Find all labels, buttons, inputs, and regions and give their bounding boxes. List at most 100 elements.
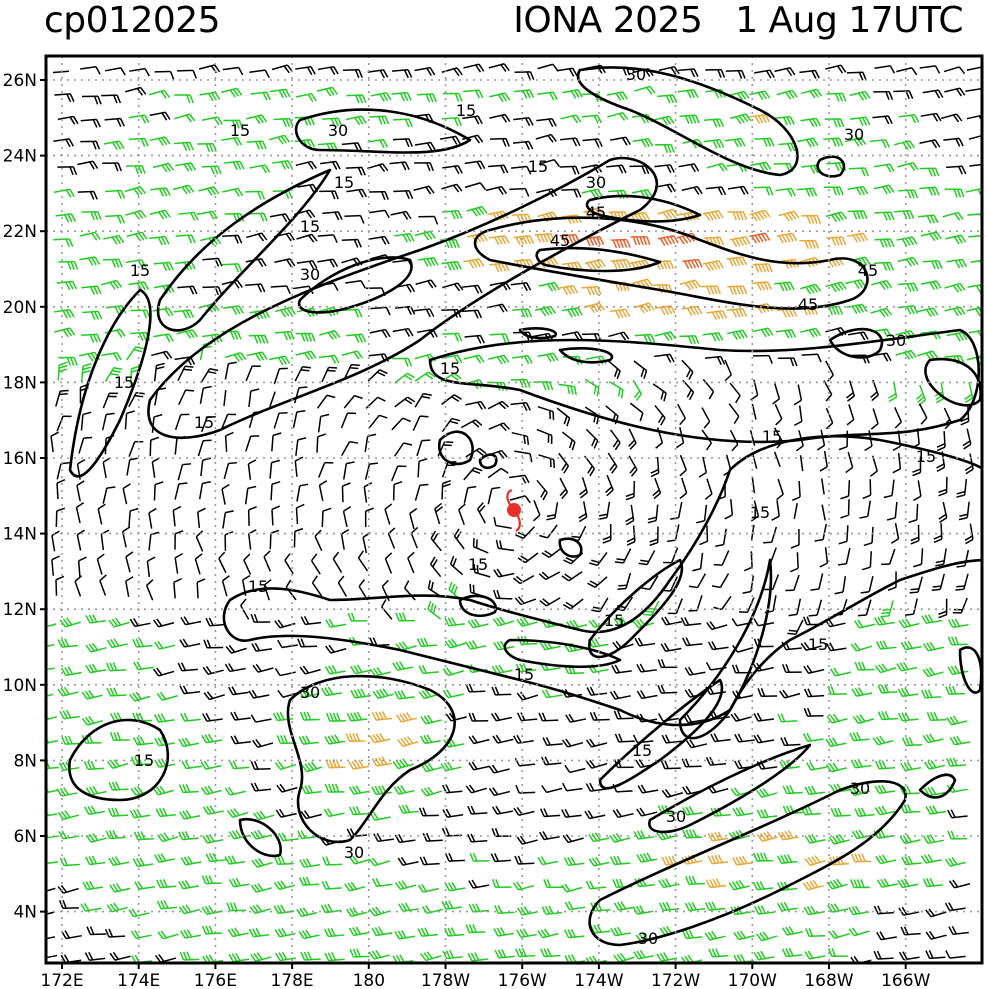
wind-barb [632, 379, 643, 402]
wind-barb [269, 459, 280, 479]
wind-barb [510, 165, 532, 175]
wind-barb [679, 335, 700, 345]
wind-barb [128, 391, 145, 408]
wind-barb [515, 662, 537, 673]
wind-barb [869, 139, 891, 149]
wind-barb [850, 879, 870, 889]
contour-label: 45 [586, 203, 606, 222]
wind-barb [269, 213, 291, 223]
wind-barb [55, 389, 69, 407]
wind-barb [886, 501, 898, 521]
wind-barb [970, 259, 982, 267]
wind-barb [277, 639, 298, 649]
wind-barb [775, 328, 797, 339]
wind-barb [100, 279, 123, 290]
wind-barb [584, 258, 606, 271]
contour-label: 30 [344, 843, 364, 862]
wind-barb [103, 234, 125, 245]
wind-barb [562, 307, 583, 318]
wind-barb [840, 499, 850, 519]
wind-barb [392, 138, 414, 148]
wind-barb [541, 784, 563, 794]
wind-barb [893, 90, 914, 100]
wind-barb [538, 454, 555, 469]
wind-barb [494, 904, 515, 915]
wind-barb [785, 574, 800, 592]
wind-barb [55, 575, 65, 596]
wind-barb [372, 878, 393, 888]
wind-barb [790, 528, 800, 549]
wind-barb [681, 758, 702, 768]
wind-barb [771, 500, 780, 521]
wind-barb [82, 310, 103, 320]
wind-barb [249, 164, 271, 174]
wind-barb [346, 188, 368, 198]
wind-barb [311, 575, 323, 597]
wind-barb [956, 479, 968, 498]
wind-barb [250, 613, 271, 623]
contour-label: 15 [750, 503, 770, 522]
wind-barb [912, 456, 922, 477]
wind-barb [246, 351, 268, 362]
wind-barb [174, 413, 190, 431]
wind-barb [918, 214, 939, 224]
contour-label: 45 [550, 231, 570, 250]
wind-barb [298, 735, 320, 745]
wind-barb [247, 212, 268, 222]
lat-label: 4N [13, 903, 37, 923]
wind-barb [394, 305, 416, 315]
wind-barb [271, 432, 282, 452]
wind-barb [516, 617, 538, 628]
wind-barb [269, 355, 291, 366]
wind-barb [56, 787, 78, 797]
wind-barb [918, 403, 928, 425]
wind-barb [128, 440, 144, 457]
wind-barb [444, 881, 466, 892]
wind-barb [509, 495, 531, 504]
contour-line [147, 156, 658, 440]
wind-barb [919, 65, 941, 74]
wind-barb [444, 852, 465, 862]
wind-barb [61, 735, 82, 745]
wind-barb [840, 480, 851, 500]
wind-barb [756, 831, 778, 842]
wind-barb [588, 856, 610, 867]
wind-barb [53, 138, 75, 148]
wind-barb [369, 209, 390, 219]
wind-barb [713, 595, 732, 611]
wind-barb [274, 667, 296, 677]
wind-barb [109, 731, 130, 742]
wind-barb [373, 832, 394, 843]
wind-barb [442, 165, 463, 175]
wind-barb [874, 663, 897, 674]
wind-barb [46, 760, 59, 770]
wind-barb [753, 186, 774, 196]
wind-barb [921, 689, 942, 699]
wind-barb [874, 261, 895, 271]
wind-barb [633, 360, 648, 380]
wind-barb [201, 733, 223, 744]
wind-barb [487, 400, 510, 410]
wind-barb [318, 354, 340, 364]
wind-barb [847, 232, 869, 243]
wind-barb [224, 663, 246, 673]
wind-barb [845, 279, 867, 289]
wind-barb [341, 440, 359, 457]
wind-barb [152, 618, 175, 628]
wind-barb [273, 411, 288, 429]
wind-barb [602, 524, 612, 544]
wind-barb [608, 331, 630, 341]
wind-barb [489, 262, 510, 273]
wind-barb [318, 461, 334, 478]
wind-barb [247, 459, 257, 480]
wind-barb [876, 878, 898, 888]
wind-barb [636, 690, 658, 700]
wind-barb [46, 737, 58, 745]
wind-barb [749, 90, 771, 101]
wind-barb [804, 785, 826, 796]
wind-barb [606, 91, 628, 101]
wind-barb [776, 89, 798, 100]
wind-barb [773, 451, 781, 468]
wind-barb [57, 810, 80, 820]
contour-line [816, 155, 846, 178]
